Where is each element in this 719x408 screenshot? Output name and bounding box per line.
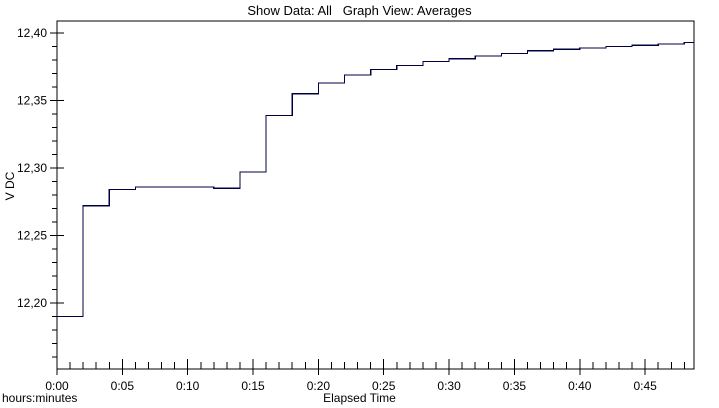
- x-tick-label: 0:30: [437, 379, 461, 393]
- y-tick-label: 12,20: [17, 296, 47, 310]
- plot-border: [56, 20, 695, 370]
- x-tick-label: 0:40: [568, 379, 592, 393]
- x-tick-label: 0:10: [176, 379, 200, 393]
- y-axis-tick-labels: 12,20 12,25 12,30 12,35 12,40: [17, 26, 47, 310]
- y-axis-title: V DC: [3, 171, 17, 201]
- x-tick-label: 0:25: [372, 379, 396, 393]
- y-tick-label: 12,25: [17, 228, 47, 242]
- x-axis-title: Elapsed Time: [323, 391, 396, 405]
- x-axis-unit-note: hours:minutes: [2, 391, 78, 405]
- x-tick-label: 0:20: [307, 379, 331, 393]
- x-tick-label: 0:00: [45, 379, 69, 393]
- y-tick-label: 12,30: [17, 161, 47, 175]
- y-axis-ticks: [50, 32, 64, 358]
- x-tick-label: 0:35: [503, 379, 527, 393]
- x-axis-ticks: [56, 359, 685, 375]
- voltage-series-line: [57, 42, 694, 317]
- y-tick-label: 12,35: [17, 94, 47, 108]
- chart-title: Show Data: All Graph View: Averages: [247, 3, 472, 18]
- x-tick-label: 0:15: [241, 379, 265, 393]
- x-tick-label: 0:45: [633, 379, 657, 393]
- x-tick-label: 0:05: [111, 379, 135, 393]
- y-tick-label: 12,40: [17, 26, 47, 40]
- x-axis-tick-labels: 0:00 0:05 0:10 0:15 0:20 0:25 0:30 0:35 0:40 0:45: [45, 379, 657, 393]
